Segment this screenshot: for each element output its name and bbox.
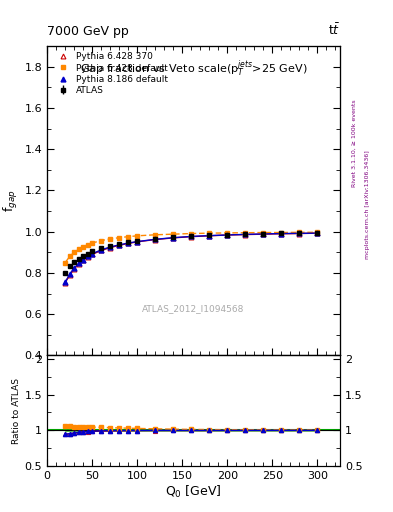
Pythia 8.186 default xyxy=(153,236,158,242)
Pythia 6.428 default xyxy=(117,234,121,241)
Pythia 6.428 default xyxy=(261,229,266,236)
Pythia 6.428 370 xyxy=(189,233,194,240)
Pythia 8.186 default xyxy=(99,247,104,253)
Pythia 8.186 default xyxy=(135,239,140,245)
Pythia 8.186 default xyxy=(207,232,212,239)
Line: Pythia 6.428 default: Pythia 6.428 default xyxy=(63,230,320,265)
Pythia 6.428 370 xyxy=(126,240,130,246)
Pythia 6.428 default xyxy=(67,253,72,260)
Pythia 6.428 default xyxy=(108,236,112,242)
Pythia 6.428 370 xyxy=(76,261,81,267)
Pythia 6.428 370 xyxy=(279,231,284,237)
Pythia 6.428 default xyxy=(171,231,176,237)
Pythia 6.428 default xyxy=(189,230,194,237)
Text: 7000 GeV pp: 7000 GeV pp xyxy=(47,26,129,38)
Pythia 6.428 default xyxy=(153,232,158,238)
Pythia 6.428 default xyxy=(99,238,104,244)
Pythia 6.428 370 xyxy=(153,237,158,243)
Y-axis label: f$_{gap}$: f$_{gap}$ xyxy=(2,189,20,212)
Line: Pythia 8.186 default: Pythia 8.186 default xyxy=(63,231,320,285)
Pythia 6.428 370 xyxy=(225,232,230,238)
Pythia 6.428 default xyxy=(297,229,302,236)
Text: t$\bar{t}$: t$\bar{t}$ xyxy=(328,23,340,38)
Text: Rivet 3.1.10, ≥ 100k events: Rivet 3.1.10, ≥ 100k events xyxy=(352,99,357,187)
Pythia 6.428 default xyxy=(90,240,95,246)
Pythia 6.428 default xyxy=(225,230,230,236)
Pythia 6.428 default xyxy=(279,229,284,236)
Pythia 6.428 370 xyxy=(72,266,77,272)
Pythia 6.428 default xyxy=(315,229,320,236)
Pythia 8.186 default xyxy=(126,240,130,246)
Pythia 6.428 default xyxy=(243,230,248,236)
Pythia 6.428 default xyxy=(85,242,90,248)
Pythia 8.186 default xyxy=(315,230,320,236)
Pythia 8.186 default xyxy=(81,257,86,263)
Pythia 6.428 370 xyxy=(243,231,248,238)
Pythia 8.186 default xyxy=(76,261,81,267)
Pythia 6.428 370 xyxy=(67,272,72,278)
Pythia 8.186 default xyxy=(279,230,284,237)
Pythia 6.428 370 xyxy=(207,233,212,239)
Legend: Pythia 6.428 370, Pythia 6.428 default, Pythia 8.186 default, ATLAS: Pythia 6.428 370, Pythia 6.428 default, … xyxy=(51,50,171,98)
Pythia 8.186 default xyxy=(225,232,230,238)
Y-axis label: Ratio to ATLAS: Ratio to ATLAS xyxy=(11,378,20,444)
Pythia 6.428 default xyxy=(63,260,68,266)
Pythia 8.186 default xyxy=(171,234,176,241)
X-axis label: Q$_0$ [GeV]: Q$_0$ [GeV] xyxy=(165,483,222,500)
Pythia 6.428 default xyxy=(207,230,212,236)
Pythia 6.428 default xyxy=(81,244,86,250)
Pythia 8.186 default xyxy=(85,253,90,260)
Pythia 6.428 370 xyxy=(171,235,176,241)
Text: mcplots.cern.ch [arXiv:1306.3436]: mcplots.cern.ch [arXiv:1306.3436] xyxy=(365,151,371,259)
Pythia 6.428 370 xyxy=(81,257,86,263)
Pythia 8.186 default xyxy=(90,251,95,257)
Line: Pythia 6.428 370: Pythia 6.428 370 xyxy=(63,231,320,285)
Text: ATLAS_2012_I1094568: ATLAS_2012_I1094568 xyxy=(142,305,245,313)
Pythia 8.186 default xyxy=(117,242,121,248)
Pythia 8.186 default xyxy=(261,231,266,237)
Pythia 6.428 370 xyxy=(108,245,112,251)
Pythia 6.428 default xyxy=(135,233,140,239)
Pythia 8.186 default xyxy=(243,231,248,238)
Pythia 6.428 default xyxy=(76,246,81,252)
Pythia 6.428 default xyxy=(72,249,77,255)
Pythia 6.428 default xyxy=(126,233,130,240)
Pythia 6.428 370 xyxy=(297,230,302,237)
Pythia 8.186 default xyxy=(63,279,68,285)
Pythia 6.428 370 xyxy=(99,247,104,253)
Pythia 8.186 default xyxy=(297,230,302,237)
Pythia 8.186 default xyxy=(67,271,72,278)
Pythia 6.428 370 xyxy=(117,242,121,248)
Pythia 6.428 370 xyxy=(85,254,90,260)
Pythia 8.186 default xyxy=(108,244,112,250)
Text: Gap fraction vs Veto scale(p$_T^{jets}$>25 GeV): Gap fraction vs Veto scale(p$_T^{jets}$>… xyxy=(80,58,307,79)
Pythia 6.428 370 xyxy=(315,230,320,236)
Pythia 8.186 default xyxy=(72,265,77,271)
Pythia 6.428 370 xyxy=(90,251,95,258)
Pythia 6.428 370 xyxy=(261,231,266,237)
Pythia 8.186 default xyxy=(189,233,194,240)
Pythia 6.428 370 xyxy=(135,239,140,245)
Pythia 6.428 370 xyxy=(63,280,68,286)
